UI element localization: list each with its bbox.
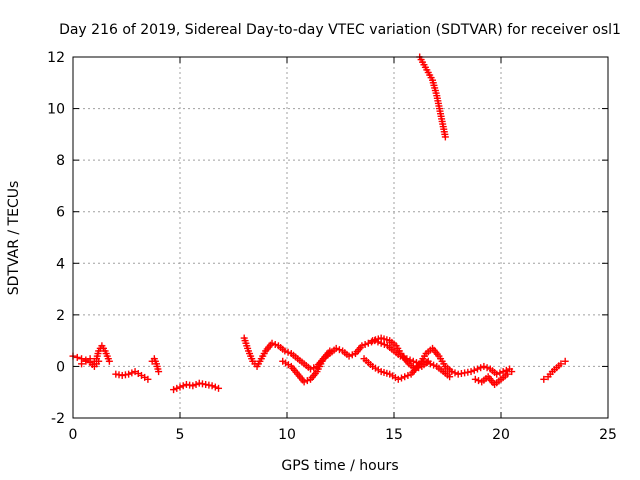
x-tick-label: 25 bbox=[599, 427, 617, 443]
data-point bbox=[508, 368, 516, 376]
data-point bbox=[424, 357, 432, 365]
data-point bbox=[411, 365, 419, 373]
data-point bbox=[271, 341, 279, 349]
data-point bbox=[496, 369, 504, 377]
data-point bbox=[128, 369, 136, 377]
data-point bbox=[211, 383, 219, 391]
data-point bbox=[540, 375, 548, 383]
x-tick-label: 5 bbox=[176, 427, 185, 443]
tick-marks bbox=[72, 56, 609, 419]
data-point bbox=[307, 365, 315, 373]
data-point bbox=[415, 364, 423, 372]
data-point bbox=[430, 361, 438, 369]
data-point bbox=[477, 364, 485, 372]
data-point bbox=[144, 375, 152, 383]
data-point bbox=[281, 347, 289, 355]
data-point bbox=[401, 373, 409, 381]
data-point bbox=[170, 386, 178, 394]
data-point bbox=[467, 368, 475, 376]
data-point bbox=[441, 133, 449, 141]
data-point bbox=[125, 370, 133, 378]
data-point bbox=[300, 378, 308, 386]
y-tick-label: 6 bbox=[56, 205, 65, 221]
data-point bbox=[335, 346, 343, 354]
data-point bbox=[82, 357, 90, 365]
x-tick-label: 10 bbox=[278, 427, 296, 443]
data-point bbox=[397, 374, 405, 382]
data-points bbox=[69, 53, 569, 394]
grid-lines bbox=[73, 57, 608, 418]
data-point bbox=[448, 368, 456, 376]
data-point bbox=[483, 364, 491, 372]
chart-title: Day 216 of 2019, Sidereal Day-to-day VTE… bbox=[59, 22, 621, 38]
data-point bbox=[105, 357, 113, 365]
data-point bbox=[179, 382, 187, 390]
data-point bbox=[470, 366, 478, 374]
data-point bbox=[192, 380, 200, 388]
data-point bbox=[310, 364, 318, 372]
data-point bbox=[176, 383, 184, 391]
data-point bbox=[215, 384, 223, 392]
data-point bbox=[173, 384, 181, 392]
x-axis-label: GPS time / hours bbox=[281, 458, 398, 474]
data-point bbox=[326, 347, 334, 355]
y-tick-label: 12 bbox=[47, 50, 65, 66]
x-tick-label: 0 bbox=[69, 427, 78, 443]
data-point bbox=[480, 362, 488, 370]
data-point bbox=[561, 357, 569, 365]
data-point bbox=[471, 375, 479, 383]
data-point bbox=[95, 357, 103, 365]
y-tick-label: 4 bbox=[56, 256, 65, 272]
y-tick-label: 8 bbox=[56, 153, 65, 169]
data-point bbox=[503, 370, 511, 378]
data-point bbox=[332, 344, 340, 352]
data-point bbox=[284, 348, 292, 356]
data-point bbox=[368, 338, 376, 346]
data-point bbox=[451, 369, 459, 377]
x-tick-label: 20 bbox=[492, 427, 510, 443]
data-point bbox=[268, 339, 276, 347]
data-point bbox=[78, 360, 86, 368]
plot-frame bbox=[72, 56, 609, 419]
data-point bbox=[348, 351, 356, 359]
y-tick-label: 0 bbox=[56, 359, 65, 375]
data-point bbox=[493, 370, 501, 378]
data-point bbox=[557, 360, 565, 368]
y-tick-label: 2 bbox=[56, 308, 65, 324]
data-point bbox=[499, 368, 507, 376]
data-point bbox=[409, 357, 417, 365]
data-point bbox=[394, 375, 402, 383]
data-point bbox=[446, 373, 454, 381]
data-point bbox=[345, 352, 353, 360]
data-point bbox=[155, 368, 163, 376]
data-point bbox=[473, 365, 481, 373]
data-point bbox=[303, 377, 311, 385]
data-point bbox=[358, 342, 366, 350]
data-point bbox=[502, 366, 510, 374]
y-tick-label: -2 bbox=[51, 411, 65, 427]
data-point bbox=[208, 382, 216, 390]
data-point bbox=[361, 341, 369, 349]
y-tick-label: 10 bbox=[47, 102, 65, 118]
x-tick-label: 15 bbox=[385, 427, 403, 443]
y-axis-label: SDTVAR / TECUs bbox=[6, 181, 22, 296]
data-point bbox=[364, 339, 372, 347]
data-point bbox=[189, 382, 197, 390]
data-point bbox=[73, 353, 81, 361]
data-point bbox=[404, 371, 412, 379]
